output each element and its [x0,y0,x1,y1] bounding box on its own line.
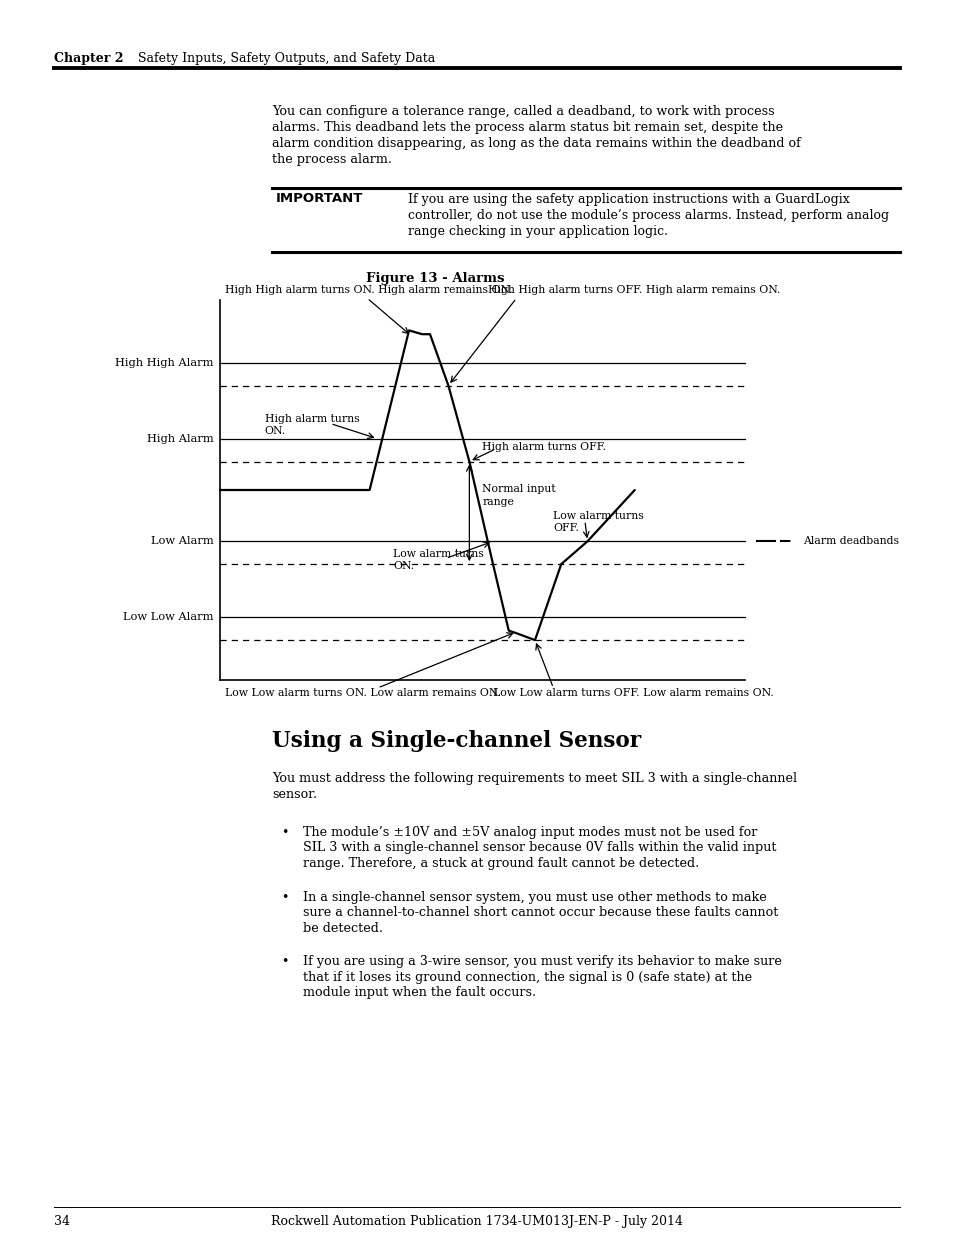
Text: High Alarm: High Alarm [147,433,213,443]
Text: Alarm deadbands: Alarm deadbands [802,536,898,546]
Text: Low Alarm: Low Alarm [152,536,213,546]
Text: In a single-channel sensor system, you must use other methods to make: In a single-channel sensor system, you m… [303,890,766,904]
Text: range. Therefore, a stuck at ground fault cannot be detected.: range. Therefore, a stuck at ground faul… [303,857,699,869]
Text: IMPORTANT: IMPORTANT [275,191,363,205]
Text: Normal input
range: Normal input range [482,484,556,506]
Text: •: • [281,890,288,904]
Text: Low Low alarm turns OFF. Low alarm remains ON.: Low Low alarm turns OFF. Low alarm remai… [493,688,773,698]
Text: High High Alarm: High High Alarm [115,358,213,368]
Text: If you are using a 3-wire sensor, you must verify its behavior to make sure: If you are using a 3-wire sensor, you mu… [303,955,781,968]
Text: Figure 13 - Alarms: Figure 13 - Alarms [365,272,504,285]
Text: Safety Inputs, Safety Outputs, and Safety Data: Safety Inputs, Safety Outputs, and Safet… [138,52,435,65]
Text: range checking in your application logic.: range checking in your application logic… [408,225,667,238]
Text: Chapter 2: Chapter 2 [54,52,123,65]
Text: Low Low Alarm: Low Low Alarm [123,613,213,622]
Text: the process alarm.: the process alarm. [272,153,392,165]
Text: SIL 3 with a single-channel sensor because 0V falls within the valid input: SIL 3 with a single-channel sensor becau… [303,841,776,855]
Text: Rockwell Automation Publication 1734-UM013J-EN-P - July 2014: Rockwell Automation Publication 1734-UM0… [271,1215,682,1228]
Text: alarms. This deadband lets the process alarm status bit remain set, despite the: alarms. This deadband lets the process a… [272,121,782,135]
Text: •: • [281,955,288,968]
Text: sure a channel-to-channel short cannot occur because these faults cannot: sure a channel-to-channel short cannot o… [303,906,778,919]
Text: Low Low alarm turns ON. Low alarm remains ON.: Low Low alarm turns ON. Low alarm remain… [225,688,500,698]
Text: 34: 34 [54,1215,70,1228]
Text: Low alarm turns
OFF.: Low alarm turns OFF. [553,511,643,534]
Text: Low alarm turns
ON.: Low alarm turns ON. [393,548,483,572]
Text: You must address the following requirements to meet SIL 3 with a single-channel: You must address the following requireme… [272,772,797,785]
Text: High High alarm turns ON. High alarm remains ON.: High High alarm turns ON. High alarm rem… [225,285,512,295]
Text: High alarm turns OFF.: High alarm turns OFF. [482,442,606,452]
Text: module input when the fault occurs.: module input when the fault occurs. [303,986,536,999]
Text: If you are using the safety application instructions with a GuardLogix: If you are using the safety application … [408,193,849,206]
Text: sensor.: sensor. [272,788,316,802]
Text: You can configure a tolerance range, called a deadband, to work with process: You can configure a tolerance range, cal… [272,105,774,119]
Text: alarm condition disappearing, as long as the data remains within the deadband of: alarm condition disappearing, as long as… [272,137,800,149]
Text: High alarm turns
ON.: High alarm turns ON. [264,414,359,436]
Text: be detected.: be detected. [303,921,382,935]
Text: Using a Single-channel Sensor: Using a Single-channel Sensor [272,730,640,752]
Text: that if it loses its ground connection, the signal is 0 (safe state) at the: that if it loses its ground connection, … [303,971,751,983]
Text: controller, do not use the module’s process alarms. Instead, perform analog: controller, do not use the module’s proc… [408,209,888,222]
Text: High High alarm turns OFF. High alarm remains ON.: High High alarm turns OFF. High alarm re… [487,285,780,295]
Text: •: • [281,826,288,839]
Text: The module’s ±10V and ±5V analog input modes must not be used for: The module’s ±10V and ±5V analog input m… [303,826,757,839]
